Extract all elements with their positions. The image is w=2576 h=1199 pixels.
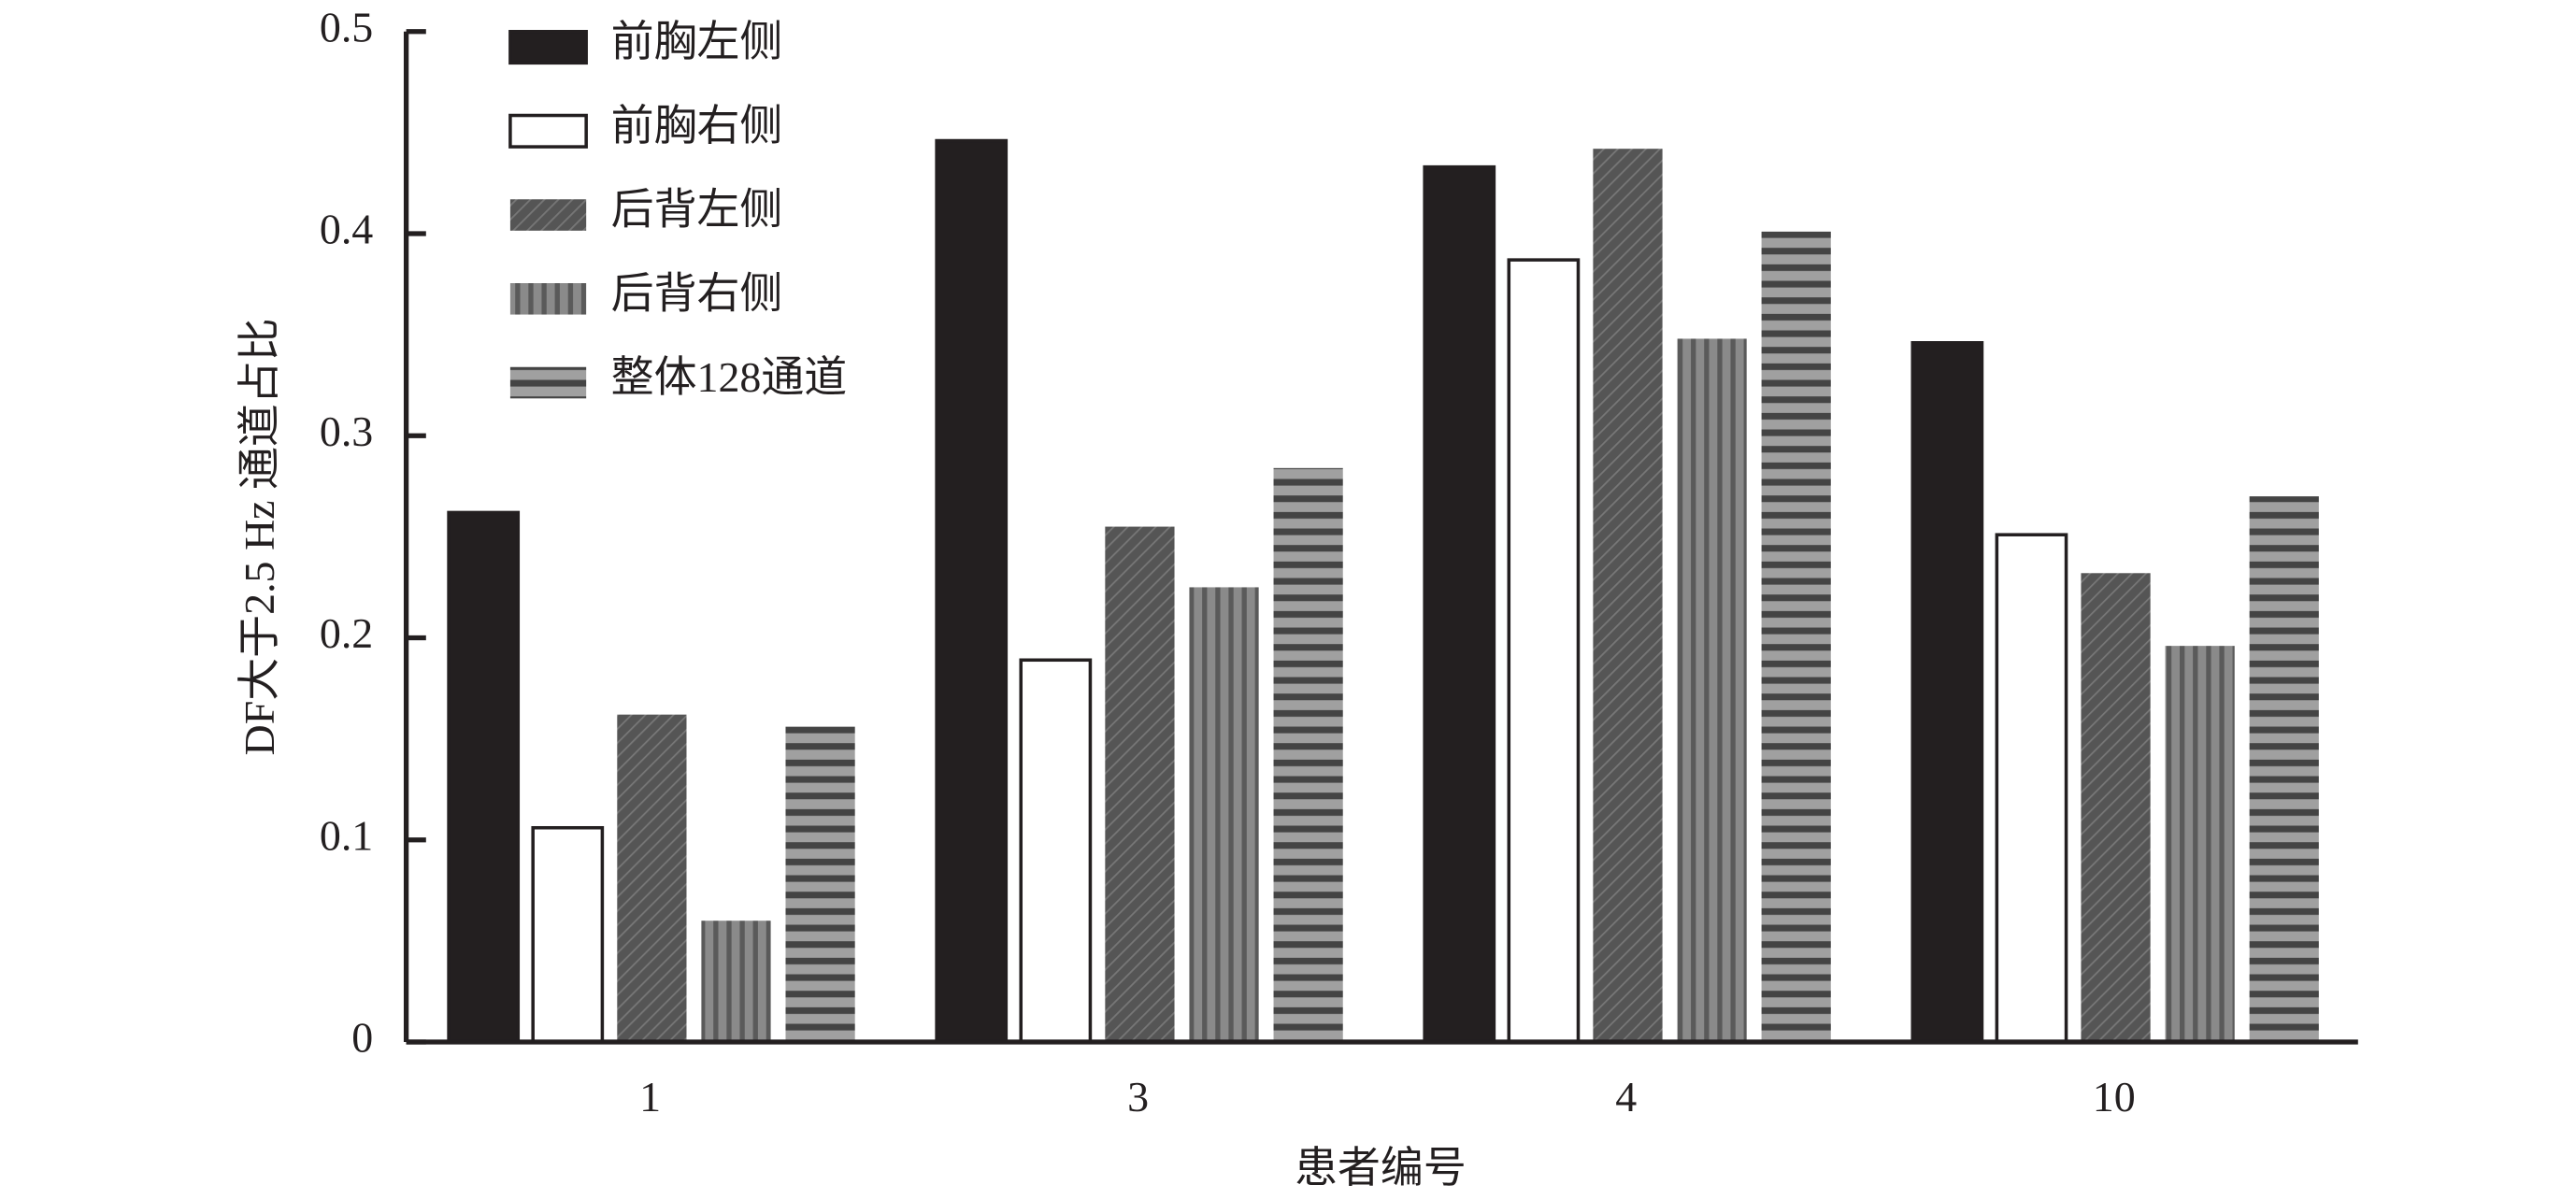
y-tick-label: 0.5 [320,3,373,50]
bar [2081,573,2151,1042]
legend-swatch [508,113,588,149]
bar [2165,646,2235,1042]
bar [1019,658,1093,1044]
bar [1105,526,1175,1042]
bar [785,726,855,1042]
legend-label: 整体128通道 [611,353,848,401]
bar [447,510,521,1044]
y-tick-label: 0.1 [320,811,373,859]
y-axis-title: DF大于2.5 Hz 通道占比 [236,318,283,755]
bar [1273,467,1343,1042]
bar [1593,149,1663,1042]
bar [1189,587,1259,1042]
bar [2249,496,2319,1042]
legend-label: 后背右侧 [611,269,783,317]
bar [701,921,771,1042]
y-tick-label: 0.4 [320,206,373,253]
y-tick-label: 0.2 [320,609,373,657]
x-tick-label: 3 [1127,1073,1149,1120]
legend-swatch [508,29,588,65]
bar [1507,258,1581,1044]
bar [1761,231,1831,1042]
y-tick-label: 0 [351,1014,373,1062]
legend-label: 前胸右侧 [611,102,783,150]
bar [1911,341,1984,1044]
bar [1423,164,1496,1044]
legend-swatch [509,283,587,315]
legend-swatch [509,366,587,399]
bar [617,714,687,1042]
x-tick-label: 10 [2093,1073,2136,1120]
legend-swatch [509,199,587,231]
bar [1677,338,1747,1042]
x-tick-label: 1 [639,1073,661,1120]
bar [1995,533,2068,1044]
x-tick-label: 4 [1615,1073,1637,1120]
bar [531,825,605,1044]
legend-label: 后背左侧 [611,186,783,234]
y-tick-label: 0.3 [320,407,373,455]
legend-label: 前胸左侧 [611,18,783,65]
bar [935,138,1009,1044]
x-axis-title: 患者编号 [1295,1144,1467,1192]
